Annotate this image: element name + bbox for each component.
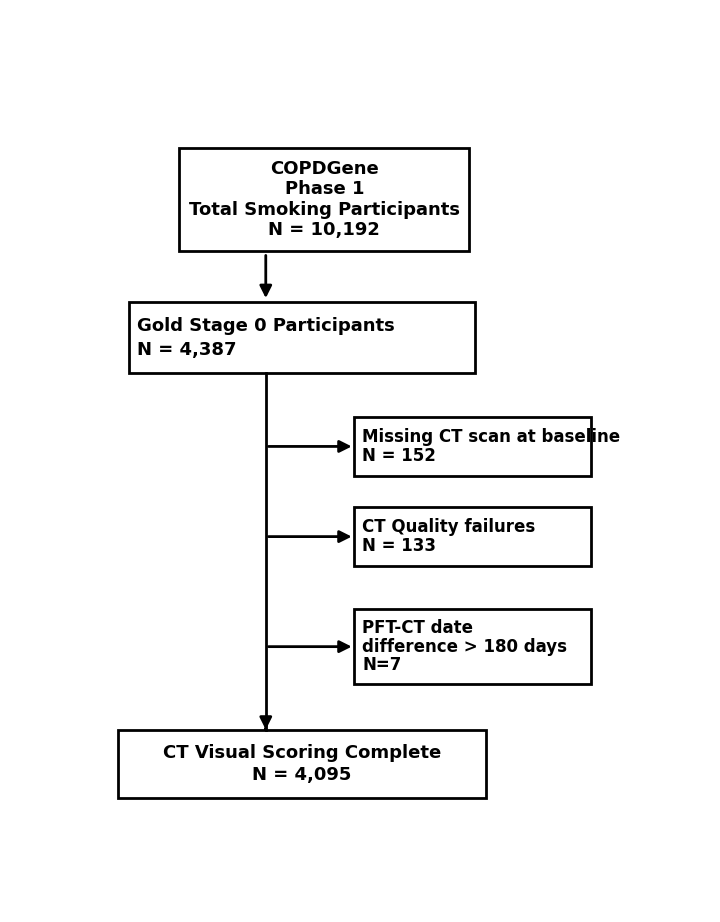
Text: Phase 1: Phase 1 bbox=[284, 180, 364, 198]
Text: N = 133: N = 133 bbox=[362, 538, 436, 555]
Text: N = 4,095: N = 4,095 bbox=[252, 766, 352, 784]
Text: CT Visual Scoring Complete: CT Visual Scoring Complete bbox=[163, 743, 441, 762]
Text: PFT-CT date: PFT-CT date bbox=[362, 619, 473, 637]
Text: N = 10,192: N = 10,192 bbox=[269, 221, 380, 240]
Text: Missing CT scan at baseline: Missing CT scan at baseline bbox=[362, 428, 620, 445]
Text: CT Quality failures: CT Quality failures bbox=[362, 518, 535, 536]
Bar bbox=[354, 507, 591, 566]
Text: Total Smoking Participants: Total Smoking Participants bbox=[189, 201, 460, 219]
Text: N=7: N=7 bbox=[362, 656, 402, 674]
Bar bbox=[129, 302, 475, 373]
Bar bbox=[354, 609, 591, 684]
Text: difference > 180 days: difference > 180 days bbox=[362, 638, 567, 656]
Text: Gold Stage 0 Participants: Gold Stage 0 Participants bbox=[138, 317, 395, 335]
Bar bbox=[118, 730, 486, 798]
Bar bbox=[354, 418, 591, 476]
Text: N = 4,387: N = 4,387 bbox=[138, 340, 237, 359]
Text: N = 152: N = 152 bbox=[362, 447, 436, 465]
Text: COPDGene: COPDGene bbox=[270, 160, 379, 178]
Bar bbox=[179, 148, 469, 251]
